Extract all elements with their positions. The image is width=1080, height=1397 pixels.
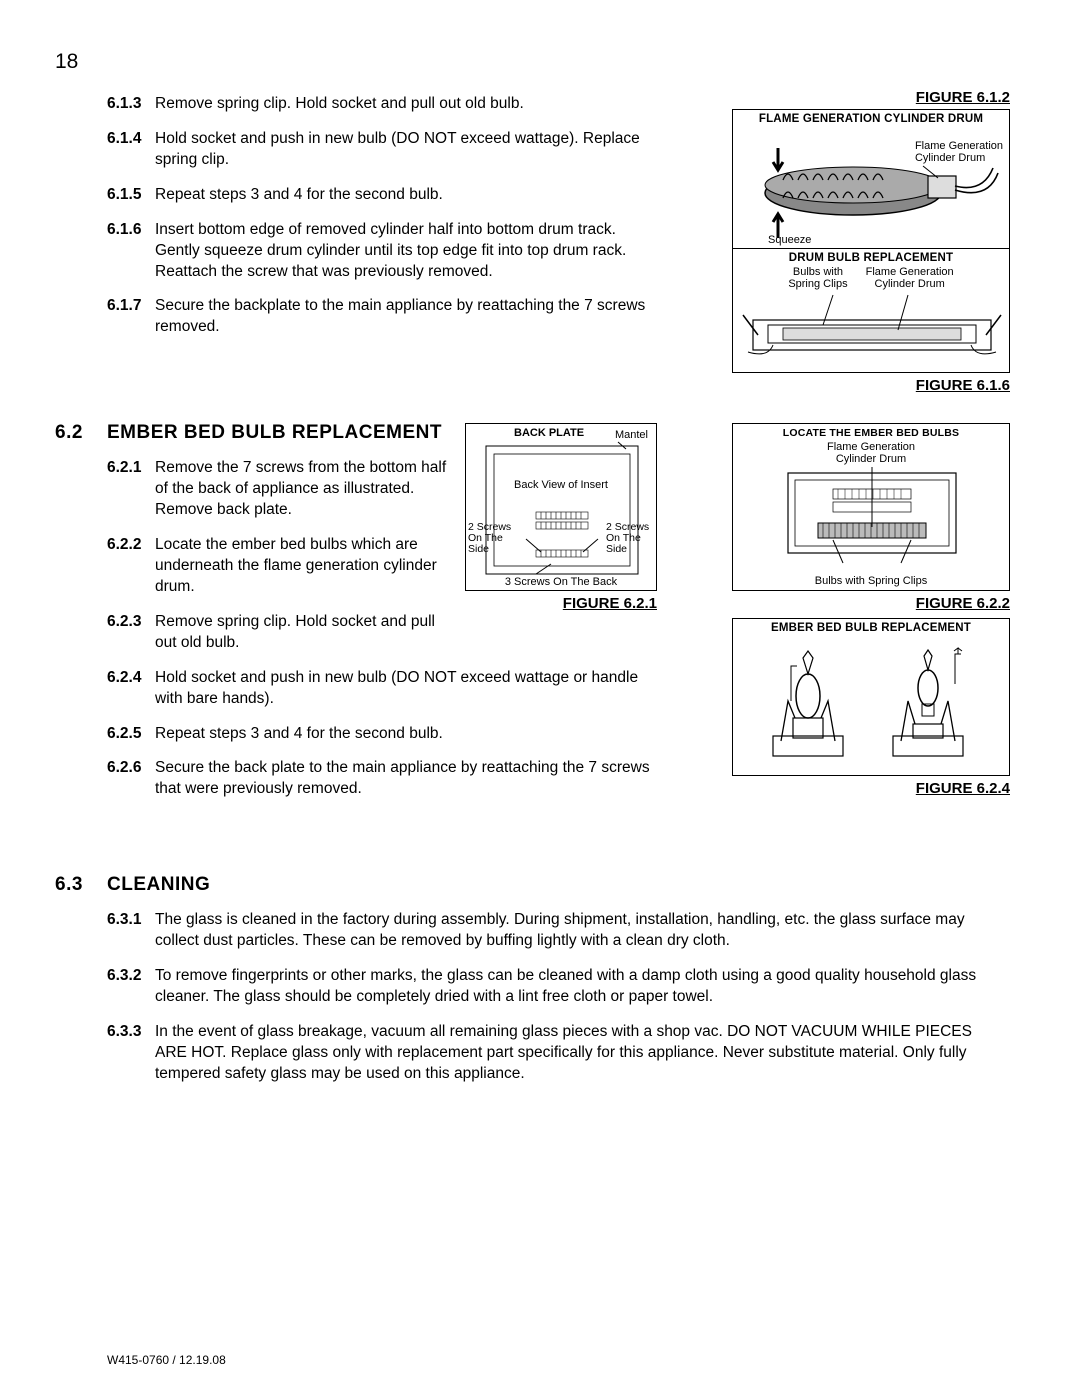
step-num: 6.2.1 bbox=[107, 458, 155, 521]
figure-621-bottom: 3 Screws On The Back bbox=[466, 576, 656, 588]
figure-621-right: 2 Screws On The Side bbox=[606, 522, 654, 555]
step-text: Locate the ember bed bulbs which are und… bbox=[155, 535, 455, 598]
figure-612-svg bbox=[733, 138, 1011, 248]
figure-624-svg bbox=[733, 636, 1011, 764]
label-drum: Flame Generation Cylinder Drum bbox=[866, 266, 954, 290]
figure-621-left: 2 Screws On The Side bbox=[468, 522, 516, 555]
step-text: The glass is cleaned in the factory duri… bbox=[155, 910, 1005, 952]
step-num: 6.3.2 bbox=[107, 966, 155, 1008]
step-num: 6.3.3 bbox=[107, 1022, 155, 1085]
page: 18 6.1.3 Remove spring clip. Hold socket… bbox=[0, 0, 1080, 1397]
step-num: 6.2.2 bbox=[107, 535, 155, 598]
step-text: Insert bottom edge of removed cylinder h… bbox=[155, 220, 660, 283]
figure-616-title: DRUM BULB REPLACEMENT bbox=[733, 249, 1009, 265]
label-bulbs: Bulbs with Spring Clips bbox=[788, 266, 847, 290]
figure-612-label-squeeze: Squeeze bbox=[768, 234, 811, 246]
figure-621-caption: FIGURE 6.2.1 bbox=[465, 595, 657, 612]
section-title: EMBER BED BULB REPLACEMENT bbox=[107, 422, 442, 444]
section-num: 6.3 bbox=[55, 874, 107, 896]
spacer bbox=[107, 814, 1010, 864]
figure-621-svg bbox=[466, 424, 658, 592]
figure-622-caption: FIGURE 6.2.2 bbox=[732, 595, 1010, 612]
step-num: 6.1.4 bbox=[107, 129, 155, 171]
step-num: 6.2.6 bbox=[107, 758, 155, 800]
section-title: CLEANING bbox=[107, 874, 210, 896]
step-text: Hold socket and push in new bulb (DO NOT… bbox=[155, 668, 660, 710]
step-num: 6.1.7 bbox=[107, 296, 155, 338]
step-num: 6.1.3 bbox=[107, 94, 155, 115]
figure-622-title: LOCATE THE EMBER BED BULBS bbox=[733, 424, 1009, 440]
label-text: Flame Generation bbox=[827, 441, 915, 453]
figure-616-frame: DRUM BULB REPLACEMENT Bulbs with Spring … bbox=[732, 248, 1010, 373]
step-text: Remove spring clip. Hold socket and pull… bbox=[155, 94, 660, 115]
figure-622-block: LOCATE THE EMBER BED BULBS Flame Generat… bbox=[732, 423, 1010, 612]
figure-621-frame: BACK PLATE Mantel Back View bbox=[465, 423, 657, 591]
step-text: Remove the 7 screws from the bottom half… bbox=[155, 458, 455, 521]
label-text: Cylinder Drum bbox=[836, 453, 906, 465]
step-text: Hold socket and push in new bulb (DO NOT… bbox=[155, 129, 660, 171]
figure-612-frame: FLAME GENERATION CYLINDER DRUM Flame Gen… bbox=[732, 109, 1010, 249]
figure-622-label-bulbs: Bulbs with Spring Clips bbox=[733, 575, 1009, 587]
step-num: 6.2.4 bbox=[107, 668, 155, 710]
label-text: Spring Clips bbox=[788, 278, 847, 290]
label-text: Flame Generation bbox=[866, 266, 954, 278]
step-text: Secure the backplate to the main applian… bbox=[155, 296, 660, 338]
label-text: Cylinder Drum bbox=[875, 278, 945, 290]
figure-612-block: FIGURE 6.1.2 FLAME GENERATION CYLINDER D… bbox=[732, 85, 1010, 249]
section-63-header: 6.3 CLEANING bbox=[55, 874, 1010, 896]
figure-616-caption: FIGURE 6.1.6 bbox=[732, 377, 1010, 394]
figure-621-block: BACK PLATE Mantel Back View bbox=[465, 423, 657, 612]
figure-622-labels: Flame Generation Cylinder Drum bbox=[733, 441, 1009, 465]
figure-616-block: DRUM BULB REPLACEMENT Bulbs with Spring … bbox=[732, 248, 1010, 394]
step-num: 6.1.6 bbox=[107, 220, 155, 283]
step-text: To remove fingerprints or other marks, t… bbox=[155, 966, 1005, 1008]
page-number: 18 bbox=[55, 50, 1010, 74]
figure-624-caption: FIGURE 6.2.4 bbox=[732, 780, 1010, 797]
figure-616-labels: Bulbs with Spring Clips Flame Generation… bbox=[733, 266, 1009, 290]
figure-616-svg bbox=[733, 290, 1011, 365]
figure-624-frame: EMBER BED BULB REPLACEMENT bbox=[732, 618, 1010, 776]
figure-612-caption: FIGURE 6.1.2 bbox=[732, 89, 1010, 106]
figure-621-backview: Back View of Insert bbox=[466, 479, 656, 491]
figure-624-title: EMBER BED BULB REPLACEMENT bbox=[733, 619, 1009, 636]
step-633: 6.3.3 In the event of glass breakage, va… bbox=[107, 1022, 1010, 1085]
section-num: 6.2 bbox=[55, 422, 107, 444]
step-text: Repeat steps 3 and 4 for the second bulb… bbox=[155, 185, 660, 206]
step-num: 6.3.1 bbox=[107, 910, 155, 952]
footer: W415-0760 / 12.19.08 bbox=[107, 1353, 226, 1367]
step-text: Repeat steps 3 and 4 for the second bulb… bbox=[155, 724, 660, 745]
step-632: 6.3.2 To remove fingerprints or other ma… bbox=[107, 966, 1010, 1008]
figure-622-svg bbox=[733, 465, 1011, 570]
step-text: Secure the back plate to the main applia… bbox=[155, 758, 660, 800]
section-63-steps: 6.3.1 The glass is cleaned in the factor… bbox=[107, 910, 1010, 1084]
step-num: 6.1.5 bbox=[107, 185, 155, 206]
step-text: Remove spring clip. Hold socket and pull… bbox=[155, 612, 455, 654]
figure-622-frame: LOCATE THE EMBER BED BULBS Flame Generat… bbox=[732, 423, 1010, 591]
step-num: 6.2.3 bbox=[107, 612, 155, 654]
step-text: In the event of glass breakage, vacuum a… bbox=[155, 1022, 1005, 1085]
figure-612-title: FLAME GENERATION CYLINDER DRUM bbox=[733, 110, 1009, 126]
step-631: 6.3.1 The glass is cleaned in the factor… bbox=[107, 910, 1010, 952]
label-text: Bulbs with bbox=[793, 266, 843, 278]
step-num: 6.2.5 bbox=[107, 724, 155, 745]
figure-624-block: EMBER BED BULB REPLACEMENT bbox=[732, 618, 1010, 797]
